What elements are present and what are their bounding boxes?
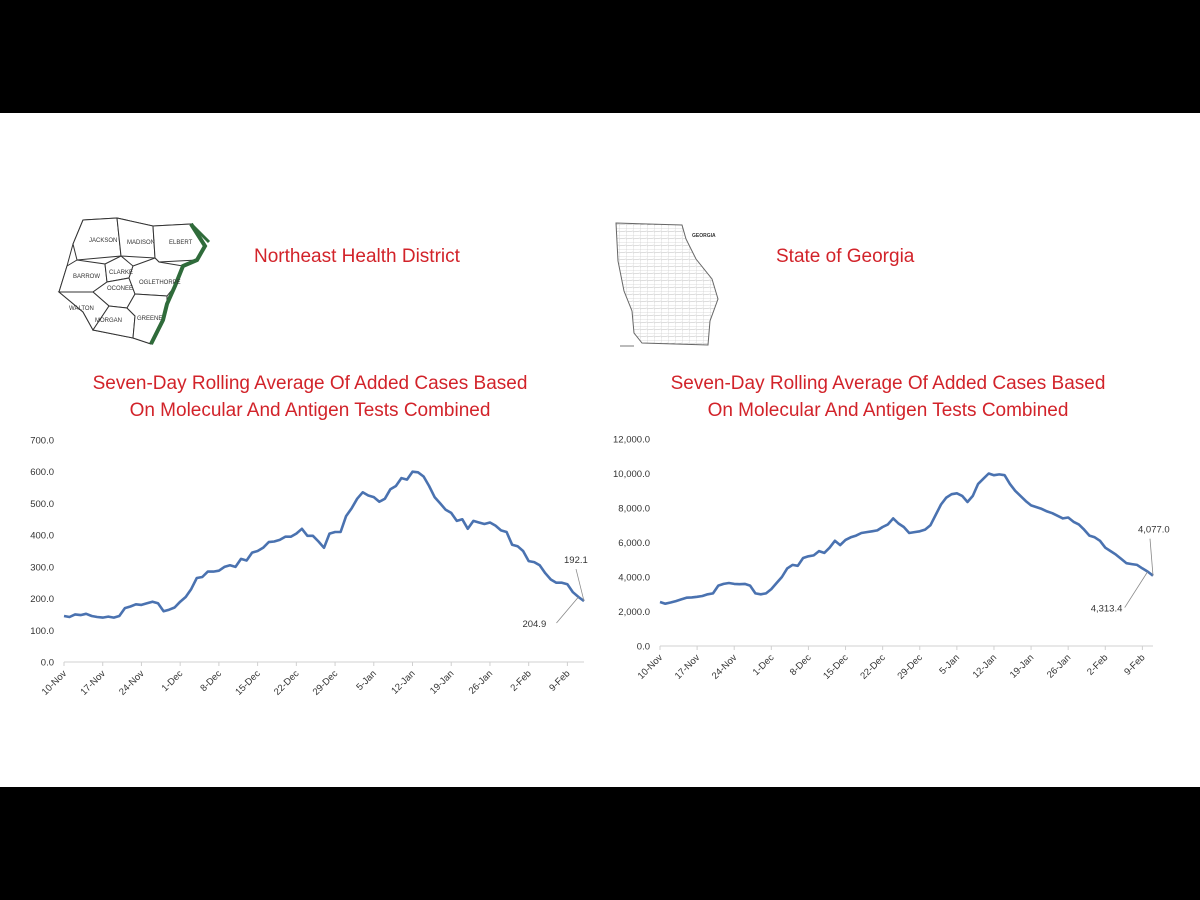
x-tick-label: 8-Dec bbox=[788, 652, 814, 678]
georgia-map: GEORGIA bbox=[615, 222, 719, 347]
map-label-madison: MADISON bbox=[127, 240, 155, 246]
left-chart-title-line2: On Molecular And Antigen Tests Combined bbox=[129, 400, 491, 421]
x-tick-label: 10-Nov bbox=[40, 668, 70, 698]
right-chart-title-line2: On Molecular And Antigen Tests Combined bbox=[707, 400, 1069, 421]
left-chart-title-line1: Seven-Day Rolling Average Of Added Cases… bbox=[92, 373, 528, 394]
right-heading: State of Georgia bbox=[776, 246, 915, 267]
y-tick-label: 2,000.0 bbox=[618, 607, 650, 618]
y-tick-label: 0.0 bbox=[41, 658, 54, 669]
map-label-jackson: JACKSON bbox=[89, 238, 117, 244]
x-tick-label: 10-Nov bbox=[636, 652, 666, 682]
x-tick-label: 5-Jan bbox=[937, 652, 962, 677]
data-label: 192.1 bbox=[564, 555, 588, 566]
series-line bbox=[63, 470, 585, 619]
x-tick-label: 24-Nov bbox=[710, 652, 740, 682]
x-tick-label: 1-Dec bbox=[751, 652, 777, 678]
y-tick-label: 100.0 bbox=[30, 626, 54, 637]
data-label: 204.9 bbox=[522, 619, 546, 630]
x-tick-label: 19-Jan bbox=[1008, 652, 1036, 680]
x-tick-label: 9-Feb bbox=[547, 668, 572, 693]
y-tick-label: 6,000.0 bbox=[618, 538, 650, 549]
y-tick-label: 500.0 bbox=[30, 499, 54, 510]
georgia-cases-chart: 0.0 2,000.0 4,000.0 6,000.0 8,000.0 10,000.0 1… bbox=[613, 435, 1170, 682]
x-tick-label: 17-Nov bbox=[78, 668, 108, 698]
x-tick-label: 15-Dec bbox=[233, 668, 263, 698]
x-tick-label: 29-Dec bbox=[895, 652, 925, 682]
y-tick-label: 12,000.0 bbox=[613, 435, 650, 446]
x-tick-label: 9-Feb bbox=[1122, 652, 1147, 677]
map-label-elbert: ELBERT bbox=[169, 240, 193, 246]
x-tick-label: 29-Dec bbox=[311, 668, 341, 698]
annotation-leader bbox=[1149, 538, 1154, 576]
x-tick-label: 26-Jan bbox=[1045, 652, 1073, 680]
left-heading: Northeast Health District bbox=[254, 246, 460, 267]
x-tick-label: 19-Jan bbox=[428, 668, 456, 696]
y-tick-label: 8,000.0 bbox=[618, 504, 650, 515]
x-tick-label: 2-Feb bbox=[1085, 652, 1110, 677]
y-tick-label: 4,000.0 bbox=[618, 573, 650, 584]
y-tick-label: 10,000.0 bbox=[613, 469, 650, 480]
x-tick-label: 15-Dec bbox=[821, 652, 851, 682]
map-label-walton: WALTON bbox=[69, 306, 94, 312]
series-line bbox=[659, 472, 1154, 606]
annotation-leader bbox=[575, 568, 585, 602]
x-tick-label: 12-Jan bbox=[389, 668, 417, 696]
northeast-district-map: JACKSON MADISON ELBERT BARROW CLARKE OCO… bbox=[57, 217, 211, 345]
x-tick-label: 24-Nov bbox=[117, 668, 147, 698]
right-chart-title-line1: Seven-Day Rolling Average Of Added Cases… bbox=[670, 373, 1106, 394]
data-label: 4,077.0 bbox=[1138, 525, 1170, 536]
map-label-clarke: CLARKE bbox=[109, 270, 133, 276]
data-label: 4,313.4 bbox=[1091, 604, 1123, 615]
x-tick-label: 26-Jan bbox=[467, 668, 495, 696]
x-tick-label: 5-Jan bbox=[354, 668, 379, 693]
northeast-cases-chart: 0.0 100.0 200.0 300.0 400.0 500.0 600.0 700.0 10… bbox=[30, 436, 588, 698]
x-tick-label: 17-Nov bbox=[673, 652, 703, 682]
y-tick-label: 0.0 bbox=[637, 642, 650, 653]
y-tick-label: 300.0 bbox=[30, 562, 54, 573]
y-tick-label: 400.0 bbox=[30, 531, 54, 542]
x-tick-label: 1-Dec bbox=[160, 668, 186, 694]
annotation-leader bbox=[1124, 571, 1149, 608]
annotation-leader bbox=[556, 596, 579, 624]
slide-panel: JACKSON MADISON ELBERT BARROW CLARKE OCO… bbox=[0, 113, 1200, 787]
map-label-greene: GREENE bbox=[137, 316, 162, 322]
y-tick-label: 600.0 bbox=[30, 467, 54, 478]
x-tick-label: 8-Dec bbox=[198, 668, 224, 694]
left-chart-title: Seven-Day Rolling Average Of Added Cases… bbox=[50, 370, 570, 424]
georgia-map-label: GEORGIA bbox=[692, 233, 716, 239]
map-label-barrow: BARROW bbox=[73, 274, 100, 280]
map-label-oglethorpe: OGLETHORPE bbox=[139, 280, 181, 286]
x-tick-label: 22-Dec bbox=[272, 668, 302, 698]
x-tick-label: 2-Feb bbox=[508, 668, 533, 693]
right-chart-title: Seven-Day Rolling Average Of Added Cases… bbox=[628, 370, 1148, 424]
y-tick-label: 200.0 bbox=[30, 594, 54, 605]
y-tick-label: 700.0 bbox=[30, 436, 54, 447]
x-tick-label: 22-Dec bbox=[858, 652, 888, 682]
x-tick-label: 12-Jan bbox=[971, 652, 999, 680]
map-label-oconee: OCONEE bbox=[107, 286, 133, 292]
map-label-morgan: MORGAN bbox=[95, 318, 122, 324]
